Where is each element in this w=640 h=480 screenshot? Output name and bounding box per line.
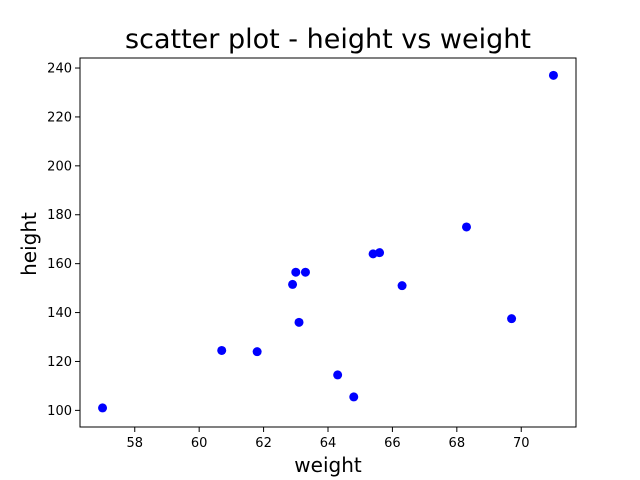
y-axis-ticks: 100 120 140 160 180 200 220 240 [47,62,80,419]
x-axis-ticks: 58 60 62 64 66 68 70 [126,427,530,451]
scatter-point [288,279,298,289]
data-points [98,70,558,413]
y-tick-label: 240 [47,62,72,77]
x-tick-label: 66 [384,436,401,451]
scatter-point [291,267,301,277]
plot-area: 58 60 62 64 66 68 70 100 120 140 160 180 200 220 240 [47,57,577,451]
y-tick-label: 160 [47,257,72,272]
scatter-point [397,281,407,291]
y-tick-label: 120 [47,355,72,370]
y-tick-label: 140 [47,306,72,321]
scatter-point [461,222,471,232]
y-tick-label: 180 [47,208,72,223]
scatter-point [375,248,385,258]
x-tick-label: 60 [191,436,208,451]
x-tick-label: 62 [255,436,272,451]
scatter-point [349,392,359,402]
x-tick-label: 68 [449,436,466,451]
chart-title: scatter plot - height vs weight [125,24,531,55]
scatter-point [507,314,517,324]
scatter-point [548,70,558,80]
y-tick-label: 220 [47,110,72,125]
scatter-point [252,347,262,357]
scatter-point [300,267,310,277]
y-tick-label: 100 [47,404,72,419]
x-tick-label: 70 [513,436,530,451]
scatter-point [333,370,343,380]
x-axis-label: weight [294,453,362,477]
x-tick-label: 64 [320,436,337,451]
scatter-point [98,403,108,413]
scatter-point [294,317,304,327]
x-tick-label: 58 [126,436,143,451]
y-axis-label: height [17,212,41,276]
y-tick-label: 200 [47,159,72,174]
scatter-point [217,345,227,355]
